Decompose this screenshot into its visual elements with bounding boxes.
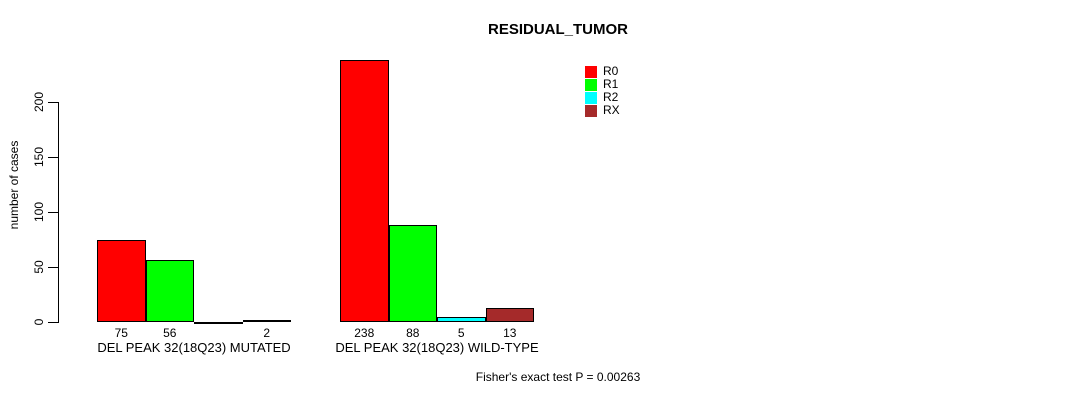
y-axis-tick-label: 200 [32,91,46,113]
legend-swatch-r2 [585,91,597,104]
bar-value-label: 5 [457,326,465,340]
x-axis-group-label: DEL PEAK 32(18Q23) WILD-TYPE [335,340,539,355]
legend: R0 R1 R2 RX [585,65,620,117]
chart-title: RESIDUAL_TUMOR [487,21,629,38]
y-axis-tick [48,322,58,323]
legend-swatch-r1 [585,78,597,91]
y-axis-tick-label: 150 [32,146,46,168]
bar-r2-group0 [194,322,243,324]
legend-item: R1 [585,78,620,91]
bar-r0-group1 [340,60,389,322]
y-axis-label: number of cases [7,140,21,230]
y-axis-line [58,102,59,323]
bar-value-label: 238 [354,326,375,340]
bar-r1-group1 [388,225,437,322]
legend-swatch-rx [585,104,597,117]
bar-value-label: 13 [503,326,517,340]
y-axis-tick-label: 50 [32,260,46,274]
bar-rx-group1 [485,307,534,322]
fisher-test-note: Fisher's exact test P = 0.00263 [475,370,641,384]
bar-value-label: 2 [263,326,271,340]
y-axis-tick [48,267,58,268]
bar-r0-group0 [97,239,146,322]
legend-item-label: R1 [603,77,619,91]
legend-item-label: R2 [603,90,619,104]
legend-item-label: R0 [603,64,619,78]
legend-item: RX [585,104,620,117]
y-axis-tick-label: 100 [32,201,46,223]
bar-value-label: 75 [114,326,128,340]
bar-rx-group0 [242,319,291,322]
legend-item-label: RX [603,103,620,117]
legend-swatch-r0 [585,65,597,78]
y-axis-tick-label: 0 [32,318,46,326]
bar-r2-group1 [437,316,486,322]
legend-item: R2 [585,91,620,104]
bar-value-label: 88 [406,326,420,340]
legend-item: R0 [585,65,620,78]
bar-r1-group0 [145,260,194,322]
bar-value-label: 56 [163,326,177,340]
y-axis-tick [48,157,58,158]
x-axis-group-label: DEL PEAK 32(18Q23) MUTATED [97,340,291,355]
y-axis-tick [48,102,58,103]
y-axis-tick [48,212,58,213]
